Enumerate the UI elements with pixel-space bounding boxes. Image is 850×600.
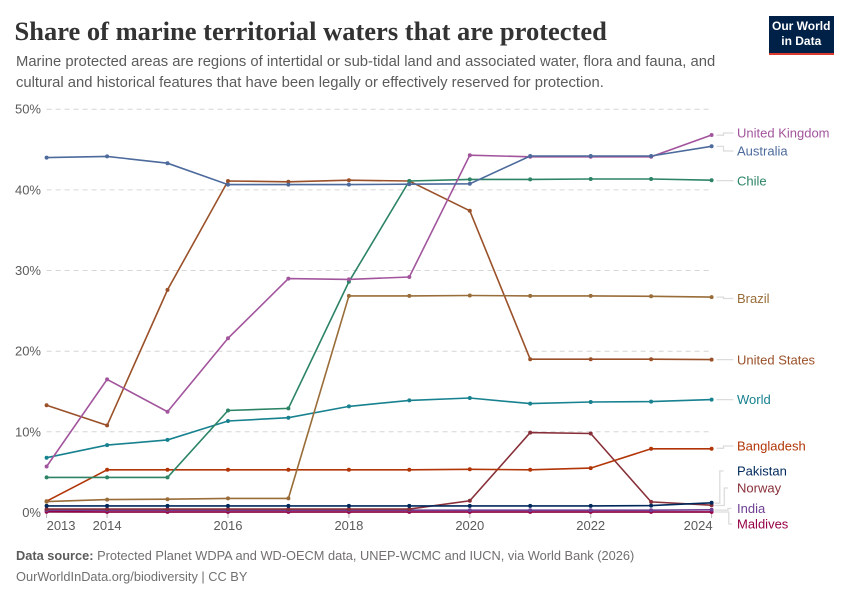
svg-text:2013: 2013 — [47, 518, 76, 533]
svg-text:2016: 2016 — [214, 518, 243, 533]
svg-text:Bangladesh: Bangladesh — [737, 439, 806, 454]
svg-text:2014: 2014 — [93, 518, 122, 533]
svg-text:2024: 2024 — [684, 518, 713, 533]
svg-text:50%: 50% — [15, 102, 41, 117]
svg-text:Chile: Chile — [737, 174, 767, 189]
svg-text:0%: 0% — [22, 505, 41, 520]
svg-text:30%: 30% — [15, 263, 41, 278]
svg-text:India: India — [737, 501, 766, 516]
svg-text:United States: United States — [737, 353, 816, 368]
svg-text:20%: 20% — [15, 344, 41, 359]
svg-text:Norway: Norway — [737, 481, 782, 496]
svg-text:United Kingdom: United Kingdom — [737, 126, 830, 141]
svg-text:2020: 2020 — [455, 518, 484, 533]
svg-text:Pakistan: Pakistan — [737, 464, 787, 479]
svg-text:World: World — [737, 392, 771, 407]
svg-text:10%: 10% — [15, 424, 41, 439]
svg-text:2018: 2018 — [334, 518, 363, 533]
svg-text:Australia: Australia — [737, 144, 788, 159]
svg-text:Brazil: Brazil — [737, 291, 770, 306]
svg-text:Maldives: Maldives — [737, 517, 789, 532]
svg-text:40%: 40% — [15, 182, 41, 197]
svg-text:2022: 2022 — [576, 518, 605, 533]
